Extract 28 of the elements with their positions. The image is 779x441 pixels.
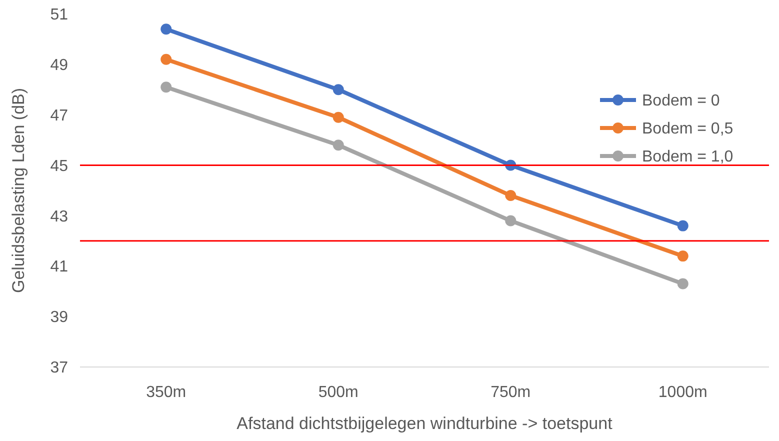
- point: [677, 278, 688, 290]
- point: [505, 190, 516, 202]
- y-tick-label: 43: [50, 208, 68, 226]
- y-tick-label: 41: [50, 258, 68, 276]
- point: [332, 140, 344, 151]
- x-tick-label: 1000m: [658, 384, 708, 401]
- legend-label: Bodem = 1,0: [642, 148, 734, 166]
- y-tick-label: 49: [50, 57, 68, 74]
- x-tick-label: 750m: [490, 384, 531, 401]
- y-tick-label: 45: [50, 158, 68, 175]
- y-axis-title: Geluidsbelasting Lden (dB): [9, 88, 28, 294]
- legend-label: Bodem = 0,5: [642, 120, 734, 138]
- y-tick-label: 47: [50, 107, 68, 124]
- point: [160, 54, 172, 65]
- point: [160, 24, 172, 35]
- point: [505, 215, 516, 226]
- point: [160, 82, 172, 93]
- x-axis-title: Afstand dichtstbijgelegen windturbine -> toetspunt: [236, 414, 613, 433]
- point: [332, 112, 344, 123]
- y-tick-label: 51: [50, 6, 68, 24]
- point: [332, 84, 344, 96]
- y-tick-label: 39: [50, 309, 68, 326]
- x-tick-label: 350m: [146, 384, 186, 401]
- point: [677, 220, 688, 232]
- y-tick-label: 37: [50, 360, 68, 377]
- legend-label: Bodem = 0: [642, 92, 720, 110]
- x-tick-label: 500m: [318, 384, 358, 401]
- point: [677, 250, 688, 262]
